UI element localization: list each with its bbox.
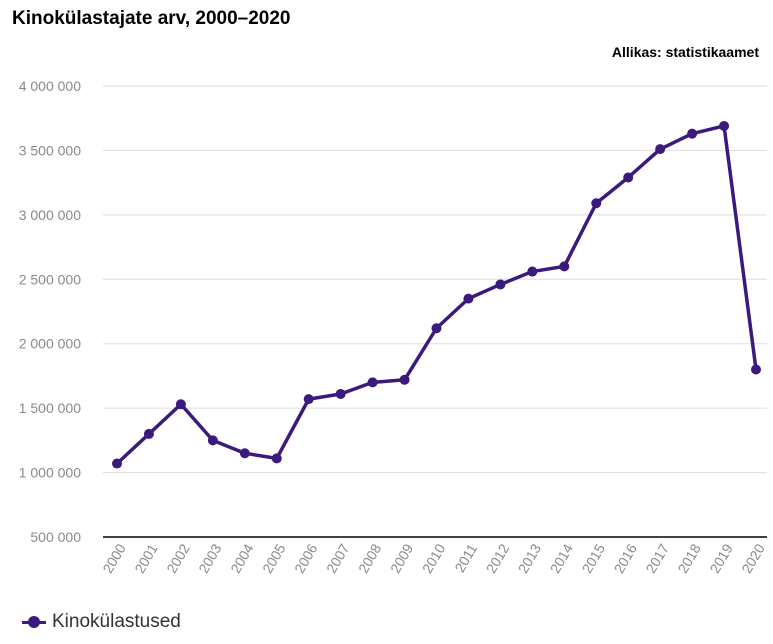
chart-title: Kinokülastajate arv, 2000–2020 xyxy=(12,8,291,29)
grid-layer xyxy=(103,85,767,538)
y-tick-label: 2 000 000 xyxy=(19,336,81,352)
data-point xyxy=(527,266,538,277)
y-tick-label: 3 500 000 xyxy=(19,142,81,158)
x-tick-label: 2006 xyxy=(291,541,321,576)
y-tick-label: 1 500 000 xyxy=(19,400,81,416)
data-point xyxy=(591,198,602,209)
y-tick-label: 500 000 xyxy=(30,529,81,545)
x-tick-label: 2000 xyxy=(99,541,129,576)
x-tick-label: 2002 xyxy=(163,541,193,576)
data-point xyxy=(431,323,442,334)
data-point xyxy=(239,448,250,459)
x-tick-label: 2012 xyxy=(483,541,513,576)
data-point xyxy=(399,374,410,385)
x-tick-label: 2004 xyxy=(227,541,257,576)
y-tick-label: 4 000 000 xyxy=(19,78,81,94)
series-layer xyxy=(112,120,761,469)
x-tick-label: 2007 xyxy=(323,541,353,576)
series-line xyxy=(115,124,758,465)
x-tick-label: 2010 xyxy=(419,541,449,576)
x-tick-label: 2008 xyxy=(355,541,385,576)
x-tick-label: 2013 xyxy=(515,541,545,576)
x-axis: 2000 2001 2002 2003 2004 2005 2006 2007 2008 2009… xyxy=(99,541,768,576)
data-point xyxy=(687,128,698,139)
x-tick-label: 2011 xyxy=(451,541,480,575)
x-tick-label: 2017 xyxy=(643,541,673,576)
data-point xyxy=(335,388,346,399)
data-point xyxy=(623,172,634,183)
line-chart: 500 000 1 000 000 1 500 000 2 000 000 2 500 … xyxy=(19,78,768,576)
x-tick-label: 2019 xyxy=(706,541,736,576)
data-point xyxy=(367,377,378,388)
data-point xyxy=(495,279,506,290)
data-point xyxy=(271,453,282,464)
x-tick-label: 2020 xyxy=(738,541,768,576)
y-axis: 500 000 1 000 000 1 500 000 2 000 000 2 500 … xyxy=(19,78,82,545)
data-point xyxy=(143,428,154,439)
data-point xyxy=(751,364,761,375)
data-point xyxy=(719,120,730,131)
legend-marker-icon xyxy=(22,615,46,629)
x-tick-label: 2015 xyxy=(579,541,609,576)
x-tick-label: 2005 xyxy=(259,541,289,576)
data-point xyxy=(303,394,314,405)
y-tick-label: 1 000 000 xyxy=(19,465,81,481)
x-tick-label: 2009 xyxy=(387,541,417,576)
data-point xyxy=(175,399,186,410)
source-note: Allikas: statistikaamet xyxy=(611,44,759,60)
y-tick-label: 2 500 000 xyxy=(19,271,81,287)
x-tick-label: 2001 xyxy=(131,541,161,576)
data-point xyxy=(559,261,570,272)
x-tick-label: 2014 xyxy=(547,541,577,576)
y-tick-label: 3 000 000 xyxy=(19,207,81,223)
data-point xyxy=(655,144,666,155)
data-point xyxy=(463,293,474,304)
x-tick-label: 2003 xyxy=(195,541,225,576)
data-point xyxy=(112,458,122,469)
x-tick-label: 2018 xyxy=(675,541,705,576)
legend-label: Kinokülastused xyxy=(52,611,181,632)
data-point xyxy=(207,435,218,446)
x-tick-label: 2016 xyxy=(611,541,641,576)
legend[interactable]: Kinokülastused xyxy=(22,611,181,633)
